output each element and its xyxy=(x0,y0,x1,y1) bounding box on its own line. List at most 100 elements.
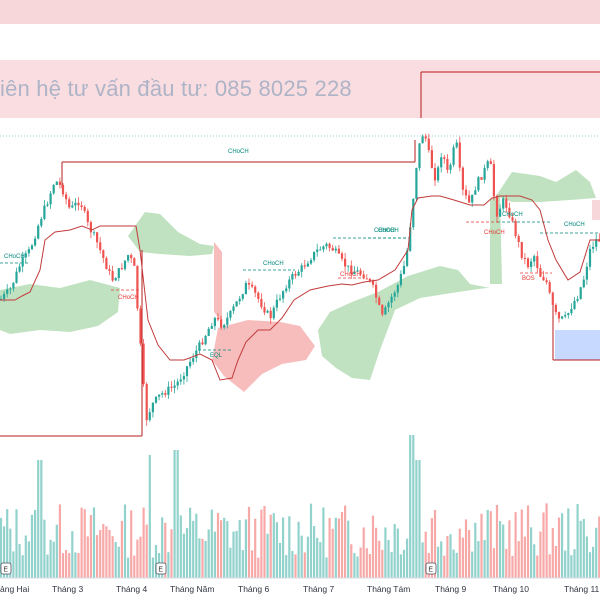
candle xyxy=(123,260,127,271)
candle-body xyxy=(117,268,120,279)
annotation-label: CHoCH xyxy=(374,228,395,234)
volume-bar xyxy=(564,550,567,578)
volume-bar xyxy=(282,517,285,578)
candle xyxy=(526,257,530,270)
candle-body xyxy=(173,385,176,388)
candle xyxy=(136,265,139,311)
candle xyxy=(421,134,424,144)
candle-body xyxy=(170,386,173,388)
volume-bar xyxy=(316,537,319,578)
volume-bar xyxy=(80,507,83,578)
volume-bar xyxy=(461,537,464,578)
volume-bar xyxy=(449,534,452,578)
candle xyxy=(232,304,235,314)
volume-bar xyxy=(322,507,325,578)
candle-body xyxy=(148,412,151,421)
volume-bar xyxy=(92,507,96,578)
volume-bar xyxy=(440,541,443,578)
volume-bar xyxy=(291,550,294,578)
volume-bar xyxy=(573,549,576,578)
volume-bar xyxy=(393,524,396,578)
candle xyxy=(291,271,294,285)
volume-bar xyxy=(588,552,592,578)
event-badge-box xyxy=(0,562,12,575)
supply-zone-small xyxy=(592,200,600,220)
volume-bar xyxy=(480,513,483,578)
candle-body xyxy=(340,253,344,259)
candle xyxy=(545,277,548,285)
event-badge-label: E xyxy=(158,567,163,574)
candle-body xyxy=(68,199,71,208)
candle-body xyxy=(238,298,241,302)
volume-bar xyxy=(319,542,322,578)
candle-body xyxy=(210,326,213,329)
candle xyxy=(368,278,371,283)
candle-body xyxy=(455,142,458,148)
volume-bar xyxy=(260,509,263,578)
candle xyxy=(173,379,176,394)
volume-bar xyxy=(232,531,235,578)
candle xyxy=(108,264,111,276)
candle xyxy=(198,340,201,354)
candle-body xyxy=(353,271,356,275)
candle xyxy=(220,315,223,330)
candle xyxy=(241,293,244,302)
volume-bar xyxy=(303,552,306,578)
candle xyxy=(86,208,89,227)
event-badge[interactable]: E xyxy=(155,562,167,575)
volume-bar xyxy=(83,509,86,578)
volume-bar xyxy=(74,552,77,578)
candle xyxy=(226,312,229,329)
candle-body xyxy=(536,256,539,269)
candle-body xyxy=(464,189,468,196)
candle-body xyxy=(461,167,464,190)
volume-bar xyxy=(108,529,111,578)
volume-bar xyxy=(334,517,337,578)
candle-body xyxy=(260,298,263,308)
candle xyxy=(517,234,520,248)
candle-body xyxy=(542,276,545,281)
annotations-layer: CHoCHCHoCHCHoCHCHoCHCHoCHCHoCHCHoCHCHoCH… xyxy=(4,149,585,359)
candle-body xyxy=(285,288,288,292)
volume-bar xyxy=(489,511,492,578)
candle-body xyxy=(251,284,254,287)
candle xyxy=(182,372,185,385)
candle xyxy=(433,163,437,186)
candle-body xyxy=(182,376,185,380)
candle-body xyxy=(266,310,269,313)
candle xyxy=(263,302,266,316)
candle xyxy=(170,381,173,392)
candle xyxy=(18,263,21,273)
candle-body xyxy=(12,282,15,289)
volume-bar xyxy=(331,528,334,578)
candle-body xyxy=(551,292,554,305)
candle-body xyxy=(24,253,27,258)
volume-bar xyxy=(468,530,471,578)
volume-bar xyxy=(154,545,158,578)
volume-bar xyxy=(353,553,356,578)
volume-bar xyxy=(406,538,409,578)
candle xyxy=(229,309,232,321)
annotation-label: CHoCH xyxy=(118,295,139,301)
candle-body xyxy=(127,255,130,261)
candle-body xyxy=(418,143,421,169)
candle-body xyxy=(378,297,381,305)
candle xyxy=(412,198,415,230)
volume-bar xyxy=(102,523,105,578)
volume-bar xyxy=(375,527,378,578)
candle xyxy=(223,323,226,330)
event-badge[interactable]: E xyxy=(425,562,437,575)
volume-bar xyxy=(567,508,570,578)
volume-bar xyxy=(9,528,12,578)
candle xyxy=(393,290,396,302)
candle-body xyxy=(111,270,114,281)
candle xyxy=(464,185,468,200)
candle xyxy=(282,290,285,303)
candle xyxy=(592,241,595,254)
candle xyxy=(520,241,523,260)
volume-bar xyxy=(536,555,539,578)
event-badge[interactable]: E xyxy=(0,562,12,575)
candle xyxy=(272,305,275,321)
